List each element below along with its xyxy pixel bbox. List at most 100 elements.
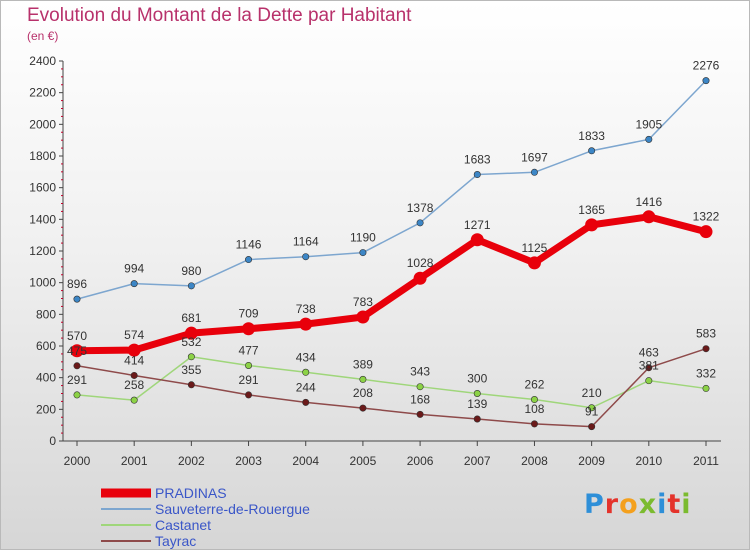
data-point — [588, 423, 596, 431]
y-tick-label: 2400 — [29, 54, 56, 68]
data-label: 258 — [124, 378, 144, 392]
data-label: 1905 — [635, 117, 662, 131]
legend-label: Sauveterre-de-Rouergue — [155, 501, 310, 517]
y-tick-label: 2000 — [29, 117, 56, 131]
data-label: 208 — [353, 386, 373, 400]
data-label: 1125 — [522, 241, 548, 255]
data-point — [245, 256, 253, 264]
data-label: 1271 — [464, 218, 491, 232]
data-point — [130, 396, 138, 404]
y-tick-label: 1200 — [29, 244, 56, 258]
series-line — [76, 79, 707, 300]
y-tick-label: 2200 — [29, 86, 56, 100]
data-label: 475 — [67, 344, 87, 358]
data-point — [127, 343, 141, 357]
data-label: 262 — [524, 378, 544, 392]
data-label: 343 — [410, 365, 430, 379]
data-label: 1683 — [464, 153, 491, 167]
x-tick-label: 2003 — [235, 454, 262, 468]
data-label: 244 — [296, 380, 316, 394]
data-point — [702, 345, 710, 353]
chart-legend: PRADINAS Sauveterre-de-Rouergue Castanet Ta… — [101, 485, 361, 549]
data-point — [530, 168, 538, 176]
data-label: 463 — [639, 346, 659, 360]
x-tick-label: 2009 — [578, 454, 605, 468]
data-label: 381 — [639, 359, 659, 373]
data-point — [187, 381, 195, 389]
data-point — [702, 384, 710, 392]
x-tick-label: 2001 — [121, 454, 148, 468]
data-label: 1416 — [635, 195, 662, 209]
data-label: 583 — [696, 327, 716, 341]
data-point — [359, 249, 367, 257]
data-point — [527, 256, 541, 270]
data-point — [645, 364, 653, 372]
series-line — [73, 213, 710, 355]
data-label: 1164 — [293, 235, 319, 249]
y-tick-label: 600 — [36, 339, 56, 353]
data-label: 709 — [239, 307, 259, 321]
data-label: 2276 — [693, 59, 720, 73]
y-tick-label: 0 — [49, 434, 56, 448]
data-point — [416, 383, 424, 391]
y-tick-label: 1400 — [29, 212, 56, 226]
data-point — [187, 282, 195, 290]
data-point — [302, 398, 310, 406]
data-label: 1365 — [578, 203, 605, 217]
data-label: 389 — [353, 357, 373, 371]
data-label: 332 — [696, 366, 716, 380]
y-tick-label: 1600 — [29, 181, 56, 195]
x-tick-label: 2005 — [350, 454, 377, 468]
data-label: 738 — [296, 302, 316, 316]
legend-swatch — [101, 488, 151, 498]
logo-letter: i — [681, 489, 692, 520]
legend-swatch — [101, 524, 151, 526]
data-point — [413, 271, 427, 285]
y-tick-label: 1000 — [29, 276, 56, 290]
data-point — [184, 326, 198, 340]
legend-item: PRADINAS — [101, 485, 361, 501]
data-point — [473, 171, 481, 179]
data-point — [130, 280, 138, 288]
data-point — [645, 135, 653, 143]
legend-swatch — [101, 540, 151, 542]
x-tick-label: 2004 — [292, 454, 319, 468]
legend-label: PRADINAS — [155, 485, 227, 501]
chart-title: Evolution du Montant de la Dette par Hab… — [27, 5, 412, 26]
data-point — [416, 410, 424, 418]
data-point — [299, 317, 313, 331]
data-point — [585, 218, 599, 232]
x-tick-label: 2000 — [64, 454, 91, 468]
data-point — [642, 210, 656, 224]
data-point — [416, 219, 424, 227]
data-point — [359, 375, 367, 383]
data-point — [245, 361, 253, 369]
data-label: 91 — [585, 405, 599, 419]
y-tick-label: 1800 — [29, 149, 56, 163]
data-label: 1322 — [693, 210, 720, 224]
data-label: 994 — [124, 262, 144, 276]
data-point — [699, 225, 713, 239]
data-label: 532 — [181, 335, 201, 349]
proxiti-logo: Proxiti — [584, 489, 692, 520]
data-point — [470, 233, 484, 247]
data-label: 414 — [124, 353, 144, 367]
legend-swatch — [101, 508, 151, 510]
data-point — [73, 362, 81, 370]
x-tick-label: 2008 — [521, 454, 548, 468]
data-label: 210 — [582, 386, 602, 400]
data-label: 434 — [296, 350, 316, 364]
data-point — [645, 377, 653, 385]
data-label: 291 — [239, 373, 259, 387]
data-point — [702, 77, 710, 85]
data-label: 896 — [67, 277, 87, 291]
logo-letter: r — [604, 489, 620, 520]
data-point — [588, 404, 596, 412]
data-point — [530, 420, 538, 428]
y-tick-label: 400 — [36, 371, 56, 385]
data-point — [70, 344, 84, 358]
data-point — [130, 371, 138, 379]
data-point — [588, 147, 596, 155]
series-line — [76, 347, 707, 428]
